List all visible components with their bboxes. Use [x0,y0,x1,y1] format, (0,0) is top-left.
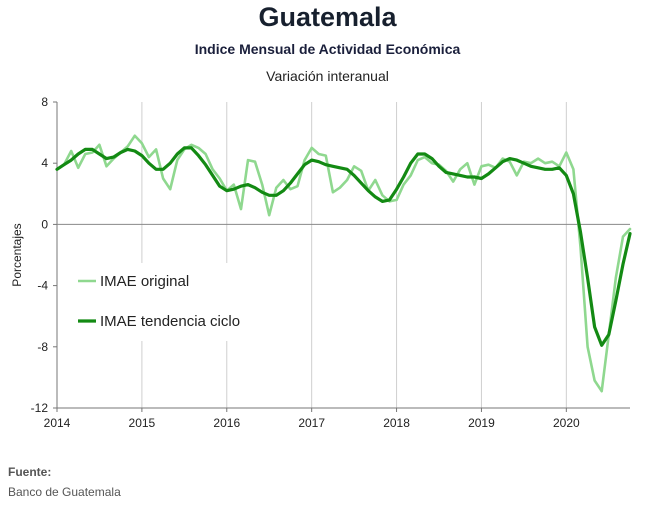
y-tick-label: -8 [37,340,48,354]
series-layer [55,134,632,393]
x-tick-label: 2018 [383,416,410,430]
grid-layer [141,102,567,408]
y-tick-label: 4 [41,156,48,170]
x-tick-label: 2014 [44,416,71,430]
x-tick-label: 2016 [213,416,240,430]
legend-label-original: IMAE original [100,273,189,290]
chart-subtitle-secondary: Variación interanual [266,68,389,84]
y-tick-label: -4 [37,279,48,293]
x-tick-label: 2020 [553,416,580,430]
chart-subtitle: Indice Mensual de Actividad Económica [194,41,461,57]
x-tick-label: 2019 [468,416,495,430]
y-axis-label: Porcentajes [10,223,24,286]
x-tick-label: 2015 [129,416,156,430]
legend: IMAE original IMAE tendencia ciclo [70,263,275,341]
legend-box [70,263,275,341]
x-tick-label: 2017 [298,416,325,430]
y-tick-label: 0 [41,217,48,231]
series-line-original [55,134,632,393]
y-tick-label: 8 [41,95,48,109]
series-line-trend [55,146,632,347]
y-tick-label: -12 [31,401,49,415]
source-label: Fuente: [8,465,52,479]
chart-title: Guatemala [258,2,397,32]
source-text: Banco de Guatemala [8,485,121,499]
legend-label-trend: IMAE tendencia ciclo [100,313,240,330]
